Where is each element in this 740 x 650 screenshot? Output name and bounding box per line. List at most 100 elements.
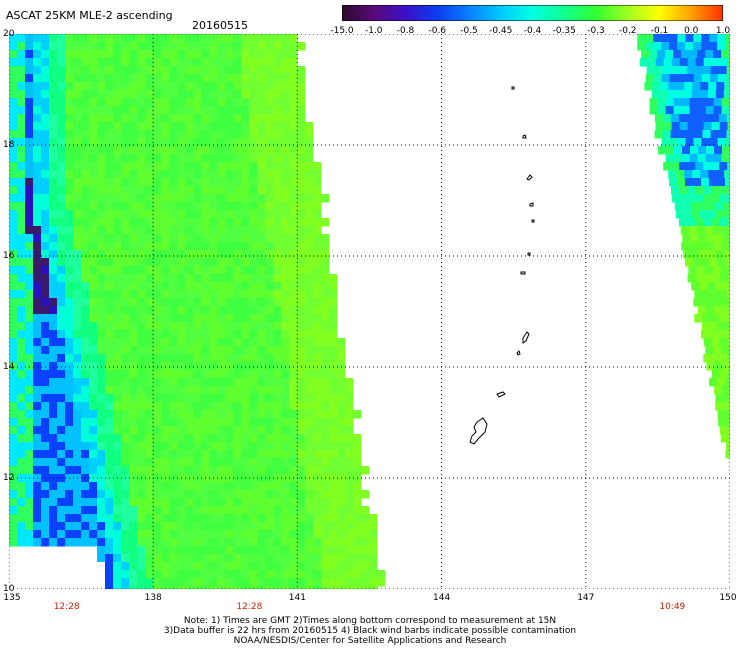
swath-cell xyxy=(305,410,314,419)
swath-cell xyxy=(353,546,362,555)
swath-cell xyxy=(113,330,122,339)
swath-cell xyxy=(153,434,162,443)
swath-cell xyxy=(65,274,74,283)
swath-cell xyxy=(177,242,186,251)
swath-cell xyxy=(225,138,234,147)
swath-cell xyxy=(217,258,226,267)
swath-cell xyxy=(201,250,210,259)
swath-cell xyxy=(201,290,210,299)
swath-cell xyxy=(33,74,42,83)
swath-cell xyxy=(225,426,234,435)
swath-cell xyxy=(89,466,98,475)
swath-cell xyxy=(105,538,114,547)
swath-cell xyxy=(225,538,234,547)
swath-cell xyxy=(137,514,146,523)
swath-cell xyxy=(161,170,170,179)
swath-cell xyxy=(297,570,306,579)
swath-cell xyxy=(657,50,666,59)
swath-cell xyxy=(161,370,170,379)
swath-cell xyxy=(41,346,50,355)
swath-cell xyxy=(265,538,274,547)
swath-cell xyxy=(273,386,282,395)
swath-cell xyxy=(129,570,138,579)
island-agrihan xyxy=(522,134,527,139)
note-line-2: 3)Data buffer is 22 hrs from 20160515 4)… xyxy=(163,626,577,636)
swath-cell xyxy=(9,362,18,371)
swath-cell xyxy=(97,98,106,107)
swath-cell xyxy=(17,106,26,115)
swath-cell xyxy=(65,98,74,107)
swath-cell xyxy=(321,314,330,323)
swath-cell xyxy=(305,570,314,579)
swath-cell xyxy=(353,554,362,563)
swath-cell xyxy=(81,362,90,371)
swath-cell xyxy=(145,66,154,75)
latitude-label: 12 xyxy=(3,473,15,483)
swath-cell xyxy=(25,418,34,427)
swath-cell xyxy=(121,258,130,267)
swath-cell xyxy=(305,522,314,531)
swath-cell xyxy=(113,50,122,59)
swath-cell xyxy=(673,154,682,163)
swath-cell xyxy=(121,442,130,451)
swath-cell xyxy=(722,362,730,371)
swath-cell xyxy=(33,370,42,379)
swath-cell xyxy=(137,490,146,499)
swath-cell xyxy=(129,402,138,411)
swath-cell xyxy=(177,378,186,387)
swath-cell xyxy=(81,450,90,459)
swath-cell xyxy=(129,386,138,395)
swath-cell xyxy=(313,298,322,307)
swath-cell xyxy=(225,266,234,275)
swath-cell xyxy=(679,122,689,131)
swath-cell xyxy=(703,218,712,227)
swath-cell xyxy=(49,274,58,283)
swath-cell xyxy=(209,370,218,379)
swath-cell xyxy=(281,186,290,195)
swath-cell xyxy=(233,362,242,371)
swath-cell xyxy=(313,514,322,523)
swath-cell xyxy=(249,466,258,475)
swath-cell xyxy=(73,378,82,387)
swath-cell xyxy=(329,338,338,347)
swath-cell xyxy=(297,378,306,387)
swath-cell xyxy=(249,90,258,99)
swath-cell xyxy=(257,370,266,379)
swath-cell xyxy=(201,362,210,371)
swath-cell xyxy=(137,234,146,243)
swath-cell xyxy=(225,122,234,131)
swath-cell xyxy=(289,122,298,131)
swath-cell xyxy=(113,410,122,419)
swath-cell xyxy=(715,210,725,219)
swath-cell xyxy=(137,570,146,579)
swath-cell xyxy=(33,234,42,243)
swath-cell xyxy=(321,514,330,523)
swath-cell xyxy=(161,90,170,99)
swath-cell xyxy=(185,194,194,203)
swath-cell xyxy=(113,306,122,315)
swath-cell xyxy=(265,130,274,139)
swath-cell xyxy=(153,386,162,395)
swath-cell xyxy=(9,58,18,67)
swath-cell xyxy=(305,546,314,555)
swath-cell xyxy=(273,354,282,363)
swath-cell xyxy=(9,506,18,515)
swath-cell xyxy=(249,538,258,547)
swath-cell xyxy=(717,410,727,419)
swath-cell xyxy=(25,82,34,91)
swath-cell xyxy=(674,146,683,155)
swath-cell xyxy=(313,386,322,395)
swath-cell xyxy=(305,386,314,395)
swath-cell xyxy=(97,58,106,67)
swath-cell xyxy=(193,106,202,115)
swath-cell xyxy=(153,546,162,555)
swath-cell xyxy=(193,322,202,331)
swath-cell xyxy=(185,570,194,579)
swath-cell xyxy=(9,82,18,91)
swath-cell xyxy=(185,186,194,195)
swath-cell xyxy=(105,450,114,459)
swath-cell xyxy=(233,290,242,299)
swath-cell xyxy=(57,490,66,499)
swath-cell xyxy=(249,314,258,323)
swath-cell xyxy=(41,50,50,59)
